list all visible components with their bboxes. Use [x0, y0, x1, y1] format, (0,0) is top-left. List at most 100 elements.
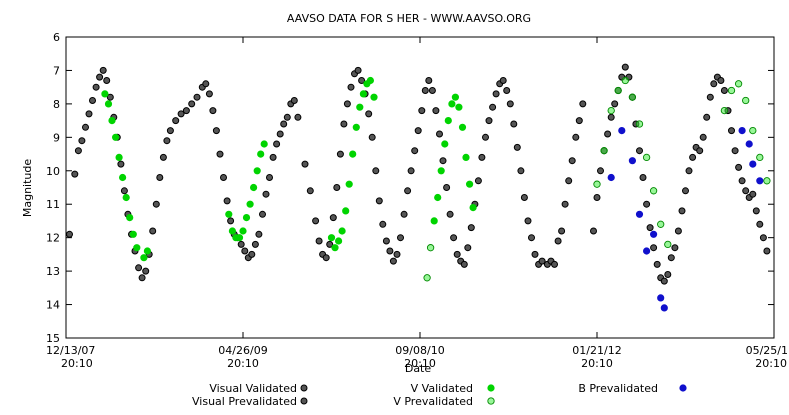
x-tick-date: 05/25/1 [746, 344, 788, 357]
point-b-prevalidated [660, 304, 668, 312]
point-v-validated [356, 103, 364, 111]
point-visual-validated [358, 77, 366, 84]
point-visual-prevalidated [682, 187, 689, 195]
point-visual-validated [538, 257, 546, 265]
point-visual-validated [336, 150, 344, 158]
point-visual-prevalidated [646, 224, 654, 232]
point-v-prevalidated [742, 96, 750, 105]
point-visual-validated [283, 113, 291, 121]
point-b-prevalidated [745, 140, 753, 148]
point-v-prevalidated [635, 120, 644, 128]
point-visual-validated [306, 187, 314, 195]
point-visual-prevalidated [759, 234, 767, 242]
point-visual-prevalidated [720, 87, 728, 94]
point-visual-validated [163, 137, 171, 145]
point-visual-validated [443, 184, 451, 191]
point-b-prevalidated [649, 230, 658, 238]
point-v-validated [242, 214, 251, 222]
point-visual-validated [453, 250, 461, 258]
point-visual-validated [551, 260, 558, 268]
y-tick-label: 14 [46, 299, 60, 312]
point-visual-validated [159, 153, 167, 161]
point-visual-validated [120, 187, 128, 195]
point-v-validated [331, 244, 339, 252]
point-visual-validated [315, 237, 323, 245]
point-b-prevalidated [607, 173, 615, 182]
point-visual-prevalidated [664, 271, 672, 278]
point-b-prevalidated [749, 160, 757, 168]
point-v-validated [342, 207, 350, 215]
point-visual-validated [329, 214, 337, 222]
point-visual-validated [436, 130, 443, 138]
point-v-prevalidated [426, 244, 435, 252]
point-visual-validated [506, 100, 514, 108]
point-v-prevalidated [720, 106, 729, 115]
point-visual-validated [400, 210, 408, 218]
point-v-prevalidated [657, 220, 665, 228]
point-visual-validated [482, 133, 489, 141]
point-v-validated [129, 230, 137, 238]
point-v-validated [225, 210, 233, 218]
plot-area-frame [65, 36, 775, 339]
point-visual-validated [205, 90, 213, 98]
point-b-prevalidated [628, 157, 637, 165]
point-visual-prevalidated [660, 277, 668, 285]
legend-marker [487, 397, 495, 405]
point-v-validated [345, 180, 353, 188]
point-visual-validated [439, 157, 447, 165]
point-visual-validated [149, 227, 157, 235]
point-visual-validated [301, 160, 309, 168]
point-visual-prevalidated [671, 244, 679, 252]
point-v-validated [235, 234, 244, 242]
point-visual-validated [365, 110, 373, 118]
x-tick-time: 20:10 [755, 357, 787, 370]
point-visual-validated [66, 230, 73, 238]
point-visual-validated [212, 127, 220, 135]
point-visual-validated [241, 247, 249, 255]
point-visual-validated [138, 274, 146, 282]
point-visual-validated [354, 66, 362, 74]
point-v-validated [246, 200, 254, 208]
point-visual-validated [103, 77, 111, 84]
point-visual-validated [554, 237, 562, 245]
point-visual-prevalidated [738, 177, 746, 185]
point-v-validated [441, 140, 449, 148]
point-b-prevalidated [635, 210, 644, 218]
point-v-validated [462, 153, 470, 161]
y-tick-label: 12 [46, 232, 60, 245]
point-visual-prevalidated [706, 93, 714, 101]
point-visual-validated [220, 174, 227, 181]
x-tick-time: 20:10 [581, 357, 613, 370]
point-visual-prevalidated [621, 63, 629, 71]
point-v-validated [101, 90, 109, 98]
point-visual-validated [520, 194, 528, 201]
point-visual-validated [524, 217, 532, 225]
point-visual-validated [418, 107, 426, 115]
point-visual-prevalidated [710, 80, 718, 88]
legend-label: B Prevalidated [578, 382, 658, 395]
point-visual-validated [248, 250, 256, 258]
y-axis-label: Magnitude [21, 159, 34, 218]
point-visual-validated [294, 113, 302, 121]
point-visual-validated [503, 87, 511, 94]
data-points [66, 63, 771, 312]
point-v-prevalidated [423, 274, 431, 282]
point-v-prevalidated [621, 76, 629, 85]
point-v-prevalidated [628, 93, 637, 101]
x-tick-time: 20:10 [404, 357, 436, 370]
point-visual-validated [89, 97, 96, 104]
point-visual-validated [106, 93, 114, 101]
x-axis: 12/13/0720:1004/26/0920:1009/08/1020:100… [46, 37, 788, 370]
point-v-validated [437, 167, 445, 175]
point-visual-prevalidated [590, 227, 597, 235]
point-visual-validated [99, 66, 107, 74]
point-v-validated [469, 204, 477, 212]
legend-label: Visual Prevalidated [192, 395, 297, 408]
point-visual-prevalidated [756, 220, 764, 228]
point-v-validated [334, 237, 343, 245]
point-v-validated [451, 93, 459, 101]
point-visual-validated [558, 227, 566, 235]
point-visual-prevalidated [763, 247, 771, 255]
point-visual-prevalidated [597, 167, 604, 175]
